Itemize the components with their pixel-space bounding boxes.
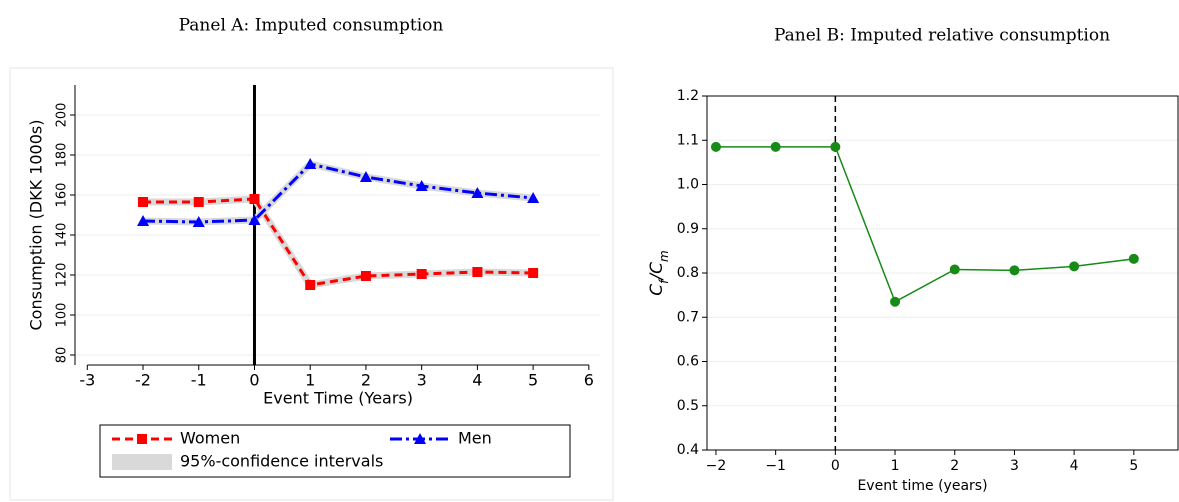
marker: [830, 141, 841, 152]
series-line: [715, 146, 1134, 303]
x-tick-label: 3: [417, 371, 427, 390]
marker: [949, 264, 960, 275]
y-tick-label: 1.2: [677, 88, 699, 104]
marker: [360, 271, 371, 281]
x-tick-label: 0: [249, 371, 259, 390]
series-line: [143, 197, 534, 287]
plot-frame: [706, 95, 1179, 451]
x-tick-label: -3: [79, 371, 95, 390]
legend-box: [99, 424, 571, 478]
x-tick-label: 5: [528, 371, 538, 390]
x-tick-label: -2: [135, 371, 151, 390]
x-tick-label: 5: [1129, 458, 1138, 474]
x-tick-label: 0: [831, 458, 840, 474]
marker: [304, 158, 317, 169]
marker: [137, 215, 150, 226]
marker: [305, 280, 316, 290]
y-axis-label: Cf/Cm: [647, 250, 671, 295]
chart-title: Panel B: Imputed relative consumption: [774, 26, 1110, 46]
marker: [471, 187, 484, 198]
marker: [137, 434, 147, 444]
y-tick-label: 180: [55, 143, 70, 168]
marker: [890, 296, 901, 307]
x-tick-label: 1: [891, 458, 900, 474]
marker: [710, 141, 721, 152]
series-line: [142, 162, 534, 224]
x-tick-label: 2: [361, 371, 371, 390]
y-axis-label-part: /C: [647, 262, 667, 282]
x-tick-label: 4: [1070, 458, 1079, 474]
y-tick-label: 160: [55, 183, 70, 208]
marker: [1069, 261, 1080, 272]
y-axis-label: Consumption (DKK 1000s): [27, 120, 46, 331]
marker: [249, 194, 260, 204]
y-axis-label-part: m: [657, 250, 671, 262]
legend-label: 95%-confidence intervals: [180, 452, 383, 471]
x-tick-label: 1: [305, 371, 315, 390]
y-tick-label: 0.7: [677, 309, 699, 325]
x-tick-label: −2: [706, 458, 727, 474]
y-tick-label: 0.4: [677, 442, 699, 458]
legend-label: Women: [180, 429, 240, 448]
y-tick-label: 140: [55, 223, 70, 248]
marker: [528, 268, 539, 278]
x-axis-label: Event Time (Years): [263, 389, 413, 408]
x-tick-label: 3: [1010, 458, 1019, 474]
marker: [1009, 265, 1020, 276]
y-axis-label-part: C: [647, 284, 667, 296]
x-axis-label: Event time (years): [857, 478, 987, 494]
marker: [414, 433, 426, 444]
legend-label: Men: [458, 429, 492, 448]
y-tick-label: 1.0: [677, 177, 699, 193]
x-tick-label: −1: [765, 458, 786, 474]
legend-ci-swatch: [112, 454, 172, 470]
marker: [472, 267, 483, 277]
x-tick-label: 4: [472, 371, 482, 390]
x-tick-label: 6: [584, 371, 594, 390]
chart-title: Panel A: Imputed consumption: [179, 16, 444, 36]
y-axis-label-part: f: [657, 278, 671, 284]
x-tick-label: -1: [191, 371, 207, 390]
x-tick-label: 2: [950, 458, 959, 474]
marker: [138, 197, 149, 207]
marker: [192, 216, 205, 227]
marker: [359, 171, 372, 182]
marker: [1128, 253, 1139, 264]
y-tick-label: 80: [55, 347, 70, 364]
y-tick-label: 0.5: [677, 398, 699, 414]
marker: [527, 192, 540, 203]
y-tick-label: 0.6: [677, 354, 699, 370]
y-tick-label: 120: [55, 263, 70, 288]
y-tick-label: 0.9: [677, 221, 699, 237]
marker: [415, 180, 428, 191]
marker: [770, 141, 781, 152]
marker: [416, 269, 427, 279]
y-tick-label: 1.1: [677, 132, 699, 148]
y-tick-label: 200: [55, 103, 70, 128]
y-tick-label: 0.8: [677, 265, 699, 281]
marker: [193, 197, 204, 207]
y-tick-label: 100: [55, 303, 70, 328]
marker: [248, 214, 261, 225]
